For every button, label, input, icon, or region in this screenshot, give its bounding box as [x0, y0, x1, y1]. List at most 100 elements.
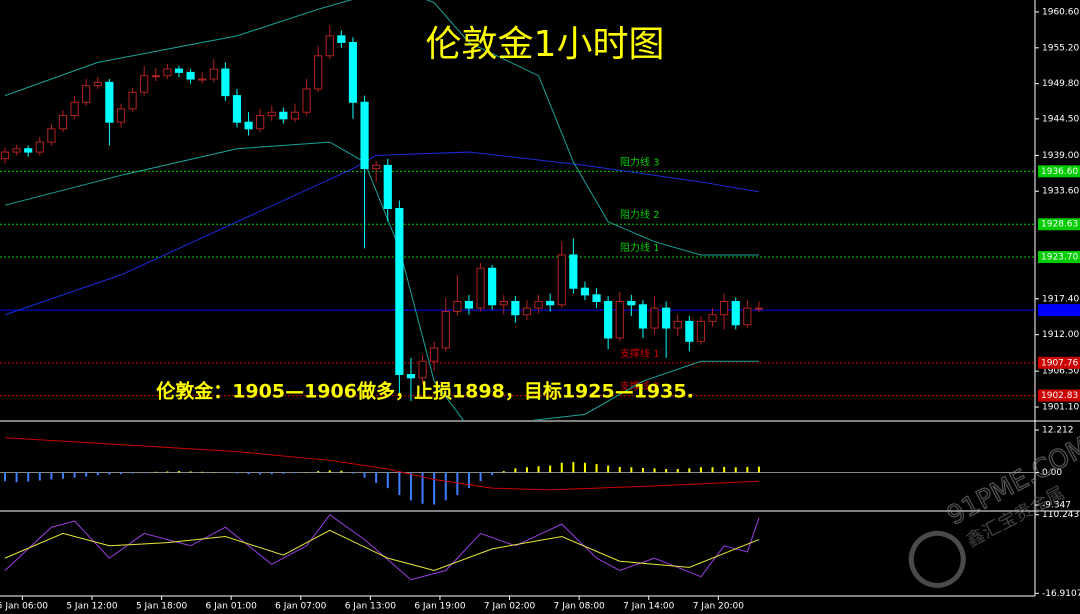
candle-body [534, 300, 543, 309]
x-tick-label: 5 Jan 12:00 [66, 602, 118, 612]
x-tick-label: 7 Jan 14:00 [623, 602, 675, 612]
candle-body [592, 294, 601, 302]
stoch-panel [4, 514, 760, 581]
level-label-box [1038, 389, 1080, 402]
candle-body [128, 91, 137, 110]
candle-body [105, 81, 114, 123]
candle-body [557, 254, 566, 306]
candle-body [232, 95, 242, 123]
x-tick-label: 7 Jan 08:00 [554, 602, 606, 612]
candle-body [708, 314, 717, 322]
candle-body [673, 320, 682, 329]
candle-body [720, 300, 729, 316]
candle-body [290, 111, 300, 120]
candle-body [12, 148, 21, 153]
axes: 1960.60 1955.20 1949.80 1944.50 1939.00 1933.… [0, 7, 1080, 612]
y-tick-label: -16.9107 [1042, 589, 1080, 599]
level-label: 1928.63 [1041, 220, 1078, 230]
y-tick-label: 1917.40 [1042, 294, 1079, 304]
candle-body [325, 35, 334, 57]
candle-body [580, 287, 590, 296]
candle-body [499, 300, 508, 306]
candle-body [209, 68, 218, 80]
y-tick-label: 1901.10 [1042, 403, 1079, 413]
annotation: 伦敦金：1905—1906做多，止损1898，目标1925—1935. [156, 380, 694, 403]
y-tick-label: 1949.80 [1042, 79, 1079, 89]
candle-body [0, 151, 10, 160]
x-tick-label: 7 Jan 02:00 [484, 602, 536, 612]
candle-body [198, 78, 207, 81]
x-tick-label: 5 Jan 18:00 [136, 602, 188, 612]
candle-body [754, 307, 764, 310]
level-label: 1936.60 [1041, 167, 1078, 177]
candle-body [650, 307, 659, 329]
y-tick-label: 1906.50 [1042, 367, 1079, 377]
candle-body [244, 121, 253, 130]
candle-body [546, 300, 555, 306]
candle-body [151, 75, 160, 78]
x-tick-label: 6 Jan 07:00 [275, 602, 327, 612]
line-series [4, 0, 759, 256]
candle-body [186, 71, 195, 80]
y-tick-label: 1912.00 [1042, 330, 1079, 340]
level-name: 阻力线 3 [620, 155, 660, 168]
candle-body [372, 164, 381, 170]
chart-title: 伦敦金1小时图 [426, 24, 665, 65]
price-line-box [1038, 304, 1080, 317]
candle-body [488, 267, 497, 306]
candle-body [522, 307, 532, 316]
candle-body [35, 141, 44, 153]
candle-body [383, 164, 392, 210]
level-name: 支撑线 1 [620, 347, 660, 360]
candle-body [116, 108, 126, 123]
candle-body [476, 267, 485, 309]
level-label-box [1038, 218, 1080, 231]
level-name: 阻力线 1 [620, 241, 660, 254]
watermark-logo [908, 530, 966, 588]
level-label: 1923.70 [1041, 252, 1078, 262]
candle-body [47, 128, 56, 143]
candle-body [638, 304, 648, 329]
candle-body [395, 208, 404, 376]
x-tick-label: 5 Jan 06:00 [0, 602, 48, 612]
candle-body [627, 300, 636, 306]
line-series [4, 529, 760, 572]
candle-body [731, 300, 740, 326]
candle-body [163, 68, 172, 77]
candle-body [221, 68, 230, 97]
candle-body [267, 111, 276, 117]
candle-body [615, 300, 624, 339]
candle-body [140, 75, 149, 93]
candle-body [82, 85, 91, 103]
level-label-box [1038, 356, 1080, 369]
candle-body [604, 300, 613, 339]
candle-body [569, 254, 578, 289]
candle-body [418, 360, 427, 379]
line-series [4, 437, 759, 491]
x-tick-label: 6 Jan 19:00 [414, 602, 466, 612]
candle-body [337, 35, 346, 43]
x-tick-label: 6 Jan 13:00 [345, 602, 397, 612]
line-series [4, 141, 759, 420]
macd-panel [0, 437, 1035, 505]
y-tick-label: -9.347 [1042, 501, 1071, 511]
level-label: 1902.83 [1041, 391, 1078, 401]
candle-body [453, 300, 462, 312]
y-tick-label: 110.2431 [1042, 510, 1080, 520]
candle-body [662, 307, 671, 329]
candle-body [93, 81, 102, 87]
x-tick-label: 7 Jan 20:00 [693, 602, 745, 612]
candle-body [58, 115, 68, 130]
candle-body [279, 111, 288, 120]
candle-body [696, 320, 706, 342]
price-panel: 阻力线 3 阻力线 2 阻力线 1 支撑线 1 支撑线 2 [0, 0, 1035, 420]
line-series [4, 151, 760, 316]
candle-body [511, 300, 520, 316]
y-tick-label: 1944.50 [1042, 114, 1079, 124]
level-label-box [1038, 165, 1080, 178]
candle-body [174, 68, 184, 73]
candle-body [314, 55, 323, 90]
candle-body [348, 41, 358, 103]
level-name: 阻力线 2 [620, 208, 660, 221]
y-tick-label: 0.00 [1042, 468, 1062, 478]
